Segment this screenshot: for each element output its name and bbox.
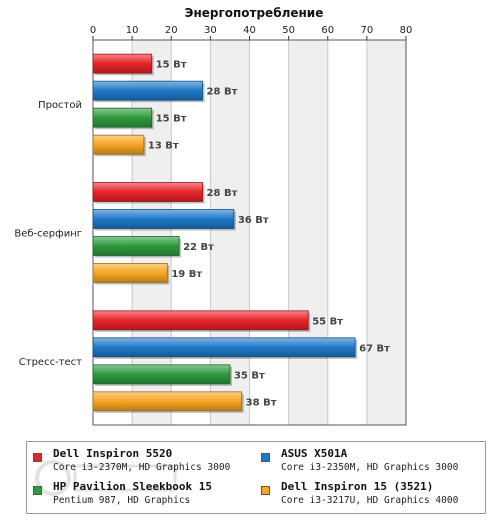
legend-series-name: ASUS X501A: [281, 447, 348, 460]
category-label: Веб-серфинг: [14, 229, 82, 240]
legend-item: Dell Inspiron 5520 Core i3-2370M, HD Grap…: [33, 447, 253, 477]
grid-band: [327, 40, 367, 425]
bar: [92, 364, 231, 385]
bar: [92, 209, 235, 229]
x-tick-label: 20: [165, 25, 178, 36]
chart-title: Энергопотребление: [185, 6, 324, 20]
bar: [92, 391, 243, 412]
data-label: 15 Вт: [156, 60, 187, 71]
legend-swatch: [33, 486, 42, 495]
grid-band: [210, 40, 250, 425]
legend-series-subtitle: Core i3-2370M, HD Graphics 3000: [53, 462, 231, 473]
grid-band: [132, 40, 172, 425]
legend-swatch: [261, 486, 270, 495]
data-label: 36 Вт: [238, 215, 269, 226]
bar: [92, 236, 180, 256]
plot-frame: [92, 39, 407, 426]
legend-item: Dell Inspiron 15 (3521) Core i3-3217U, HD…: [261, 480, 481, 510]
plot-area: 0 10 20 30 40 50 60 70 80 Простой 15 Вт 28 Вт 15 Вт 1…: [14, 25, 413, 426]
legend-swatch: [261, 453, 270, 462]
legend-series-name: HP Pavilion Sleekbook 15: [53, 480, 212, 493]
data-label: 67 Вт: [359, 343, 390, 354]
data-label: 15 Вт: [156, 114, 187, 125]
legend-series-name: Dell Inspiron 15 (3521): [281, 480, 434, 493]
data-label: 19 Вт: [171, 269, 202, 280]
x-tick-label: 70: [361, 25, 374, 36]
bar-chart: Энергопотребление 0 10 20 30 40 50 60 70 80 Прост…: [14, 6, 413, 426]
category-label: Простой: [38, 100, 82, 111]
legend-series-subtitle: Pentium 987, HD Graphics: [53, 495, 191, 506]
bar: [92, 182, 203, 202]
grid-band: [366, 40, 406, 425]
category-label: Стресс-тест: [19, 357, 82, 368]
bar: [92, 80, 203, 101]
legend-item: HP Pavilion Sleekbook 15 Pentium 987, HD …: [33, 480, 253, 510]
x-tick-label: 30: [204, 25, 217, 36]
bar: [92, 310, 309, 331]
grid-band: [288, 40, 328, 425]
legend-item: ASUS X501A Core i3-2350M, HD Graphics 300…: [261, 447, 481, 477]
bar: [92, 337, 356, 358]
legend-series-subtitle: Core i3-2350M, HD Graphics 3000: [281, 462, 459, 473]
data-label: 35 Вт: [234, 370, 265, 381]
bar: [92, 134, 145, 155]
data-label: 13 Вт: [148, 141, 179, 152]
bar: [92, 263, 168, 283]
legend-series-subtitle: Core i3-3217U, HD Graphics 4000: [281, 495, 459, 506]
data-label: 28 Вт: [207, 188, 238, 199]
bar: [92, 53, 153, 74]
data-label: 55 Вт: [312, 316, 343, 327]
grid-band: [249, 40, 289, 425]
legend-series-name: Dell Inspiron 5520: [53, 447, 173, 460]
grid-band: [93, 40, 133, 425]
legend: Dell Inspiron 5520 Core i3-2370M, HD Grap…: [26, 441, 486, 514]
x-tick-label: 0: [90, 25, 96, 36]
grid-band: [171, 40, 211, 425]
x-tick-label: 80: [400, 25, 413, 36]
data-label: 22 Вт: [183, 242, 214, 253]
data-label: 28 Вт: [207, 87, 238, 98]
x-tick-label: 40: [243, 25, 256, 36]
x-tick-label: 10: [126, 25, 139, 36]
x-tick-label: 60: [321, 25, 334, 36]
legend-swatch: [33, 453, 42, 462]
x-tick-label: 50: [282, 25, 295, 36]
bar: [92, 107, 153, 128]
data-label: 38 Вт: [246, 397, 277, 408]
